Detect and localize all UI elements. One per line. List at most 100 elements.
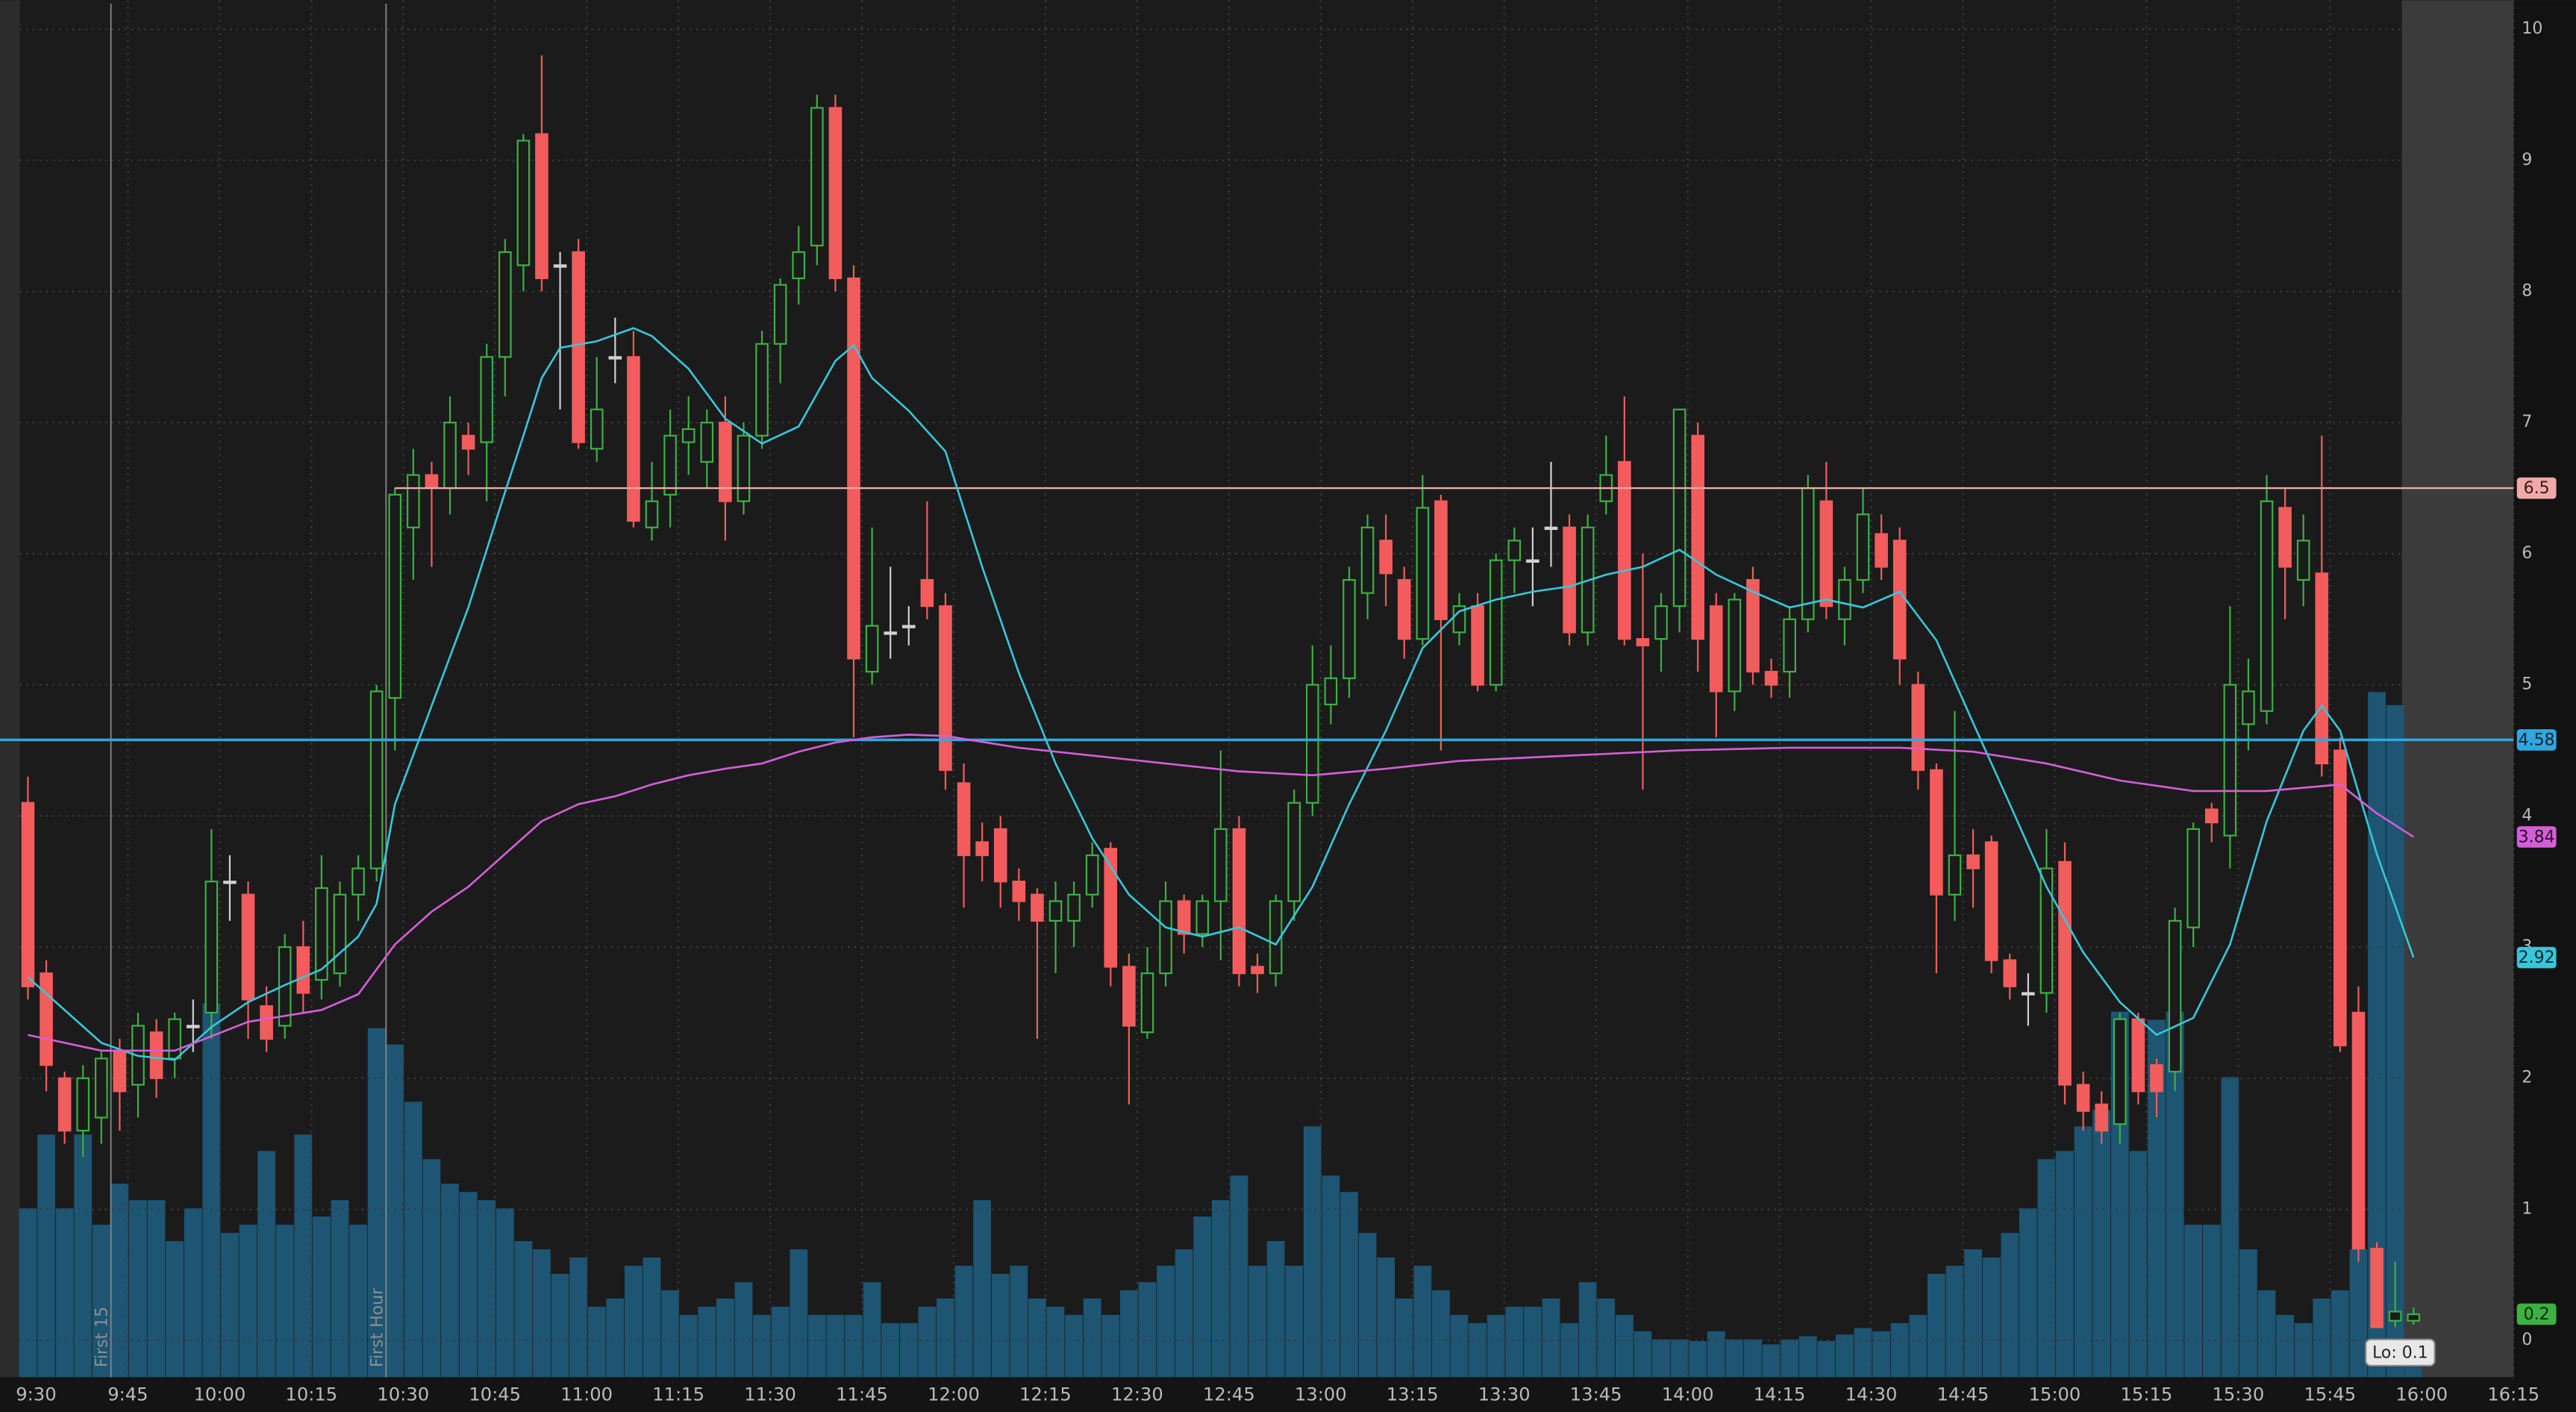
volume-bar — [863, 1281, 881, 1378]
volume-bar — [1486, 1314, 1505, 1378]
volume-bar — [643, 1257, 661, 1378]
candle-body — [2242, 690, 2255, 725]
candle-body — [498, 251, 512, 358]
candle-body — [1783, 618, 1796, 673]
candle-body — [2022, 992, 2035, 996]
candle-body — [2315, 572, 2329, 765]
candle-body — [1048, 900, 1063, 922]
x-tick-label: 16:15 — [2487, 1384, 2539, 1405]
left-margin — [0, 0, 20, 1378]
candle-body — [369, 690, 384, 869]
volume-bar — [275, 1225, 294, 1378]
candle-body — [1305, 684, 1319, 804]
volume-bar — [2257, 1290, 2276, 1378]
volume-bar — [2276, 1314, 2295, 1378]
x-tick-label: 11:45 — [836, 1384, 888, 1405]
candle-body — [2260, 500, 2274, 712]
candle-body — [1544, 526, 1558, 531]
volume-bar — [1890, 1322, 1909, 1378]
volume-bar — [698, 1306, 716, 1378]
volume-bar — [973, 1200, 992, 1378]
candle-body — [443, 422, 457, 490]
volume-bar — [1028, 1298, 1046, 1378]
volume-bar — [587, 1306, 606, 1378]
candle-body — [1801, 487, 1815, 620]
volume-bar — [2184, 1225, 2203, 1378]
session-marker-label: First Hour — [368, 1287, 387, 1367]
candle-body — [810, 107, 824, 247]
candle-body — [700, 422, 714, 463]
candle-body — [957, 782, 971, 857]
volume-bar — [1248, 1265, 1266, 1378]
candle-body — [993, 828, 1007, 883]
volume-bar — [1744, 1339, 1762, 1378]
volume-layer — [19, 692, 2423, 1378]
candle-body — [627, 356, 640, 522]
volume-bar — [331, 1200, 349, 1378]
candle-body — [2278, 507, 2292, 568]
volume-bar — [918, 1306, 937, 1378]
volume-bar — [166, 1241, 184, 1378]
volume-bar — [1175, 1249, 1193, 1378]
candle-body — [1856, 513, 1870, 581]
volume-bar — [478, 1200, 496, 1378]
candle-body — [2058, 860, 2072, 1086]
candle-body — [2168, 919, 2182, 1073]
volume-bar — [1395, 1298, 1413, 1378]
x-tick-label: 10:00 — [193, 1384, 246, 1405]
y-tick-label: 6 — [2522, 544, 2532, 563]
candle-body — [719, 422, 732, 502]
candle-body — [1691, 434, 1705, 640]
volume-bar — [734, 1281, 753, 1378]
x-tick-label: 14:30 — [1845, 1384, 1898, 1405]
volume-bar — [1377, 1257, 1395, 1378]
volume-bar — [625, 1265, 643, 1378]
volume-bar — [19, 1208, 37, 1378]
volume-bar — [495, 1208, 514, 1378]
volume-bar — [2368, 692, 2386, 1378]
volume-bar — [1689, 1341, 1707, 1378]
candle-body — [2351, 1011, 2366, 1250]
volume-bar — [661, 1290, 680, 1378]
candle-body — [1489, 559, 1503, 686]
candle-body — [1085, 854, 1099, 896]
candle-body — [1232, 828, 1246, 975]
candle-body — [149, 1031, 163, 1079]
volume-bar — [1928, 1273, 1945, 1378]
candle-body — [1746, 578, 1760, 673]
candle-body — [2039, 867, 2054, 994]
volume-bar — [147, 1200, 166, 1378]
volume-bar — [1798, 1336, 1817, 1378]
price-tag-label: 2.92 — [2519, 949, 2555, 967]
volume-bar — [1615, 1314, 1634, 1378]
candle-body — [1342, 578, 1356, 679]
volume-bar — [881, 1322, 900, 1378]
volume-bar — [2294, 1322, 2313, 1378]
candle-body — [1911, 684, 1925, 771]
volume-bar — [2037, 1159, 2056, 1378]
volume-bar — [1358, 1233, 1377, 1378]
candle-body — [1067, 893, 1081, 922]
volume-bar — [2166, 1011, 2184, 1378]
x-tick-label: 11:30 — [744, 1384, 796, 1405]
volume-bar — [2056, 1151, 2074, 1378]
candle-body — [1104, 848, 1118, 968]
future-area — [2401, 0, 2514, 1378]
candle-body — [1819, 500, 1833, 607]
candle-body — [1930, 769, 1943, 896]
volume-bar — [294, 1134, 313, 1378]
volume-bar — [2239, 1249, 2257, 1378]
volume-bar — [1652, 1339, 1670, 1378]
volume-bar — [1157, 1265, 1175, 1378]
y-tick-label: 2 — [2522, 1069, 2532, 1087]
candle-body — [975, 841, 989, 857]
x-tick-label: 15:15 — [2121, 1384, 2173, 1405]
volume-bar — [312, 1216, 331, 1378]
volume-bar — [1524, 1306, 1542, 1378]
candle-body — [755, 343, 769, 437]
price-tag-box — [2516, 1303, 2557, 1325]
candle-body — [1875, 533, 1888, 568]
volume-bar — [1817, 1341, 1836, 1378]
volume-bar — [533, 1249, 551, 1378]
candle-body — [1471, 605, 1484, 686]
